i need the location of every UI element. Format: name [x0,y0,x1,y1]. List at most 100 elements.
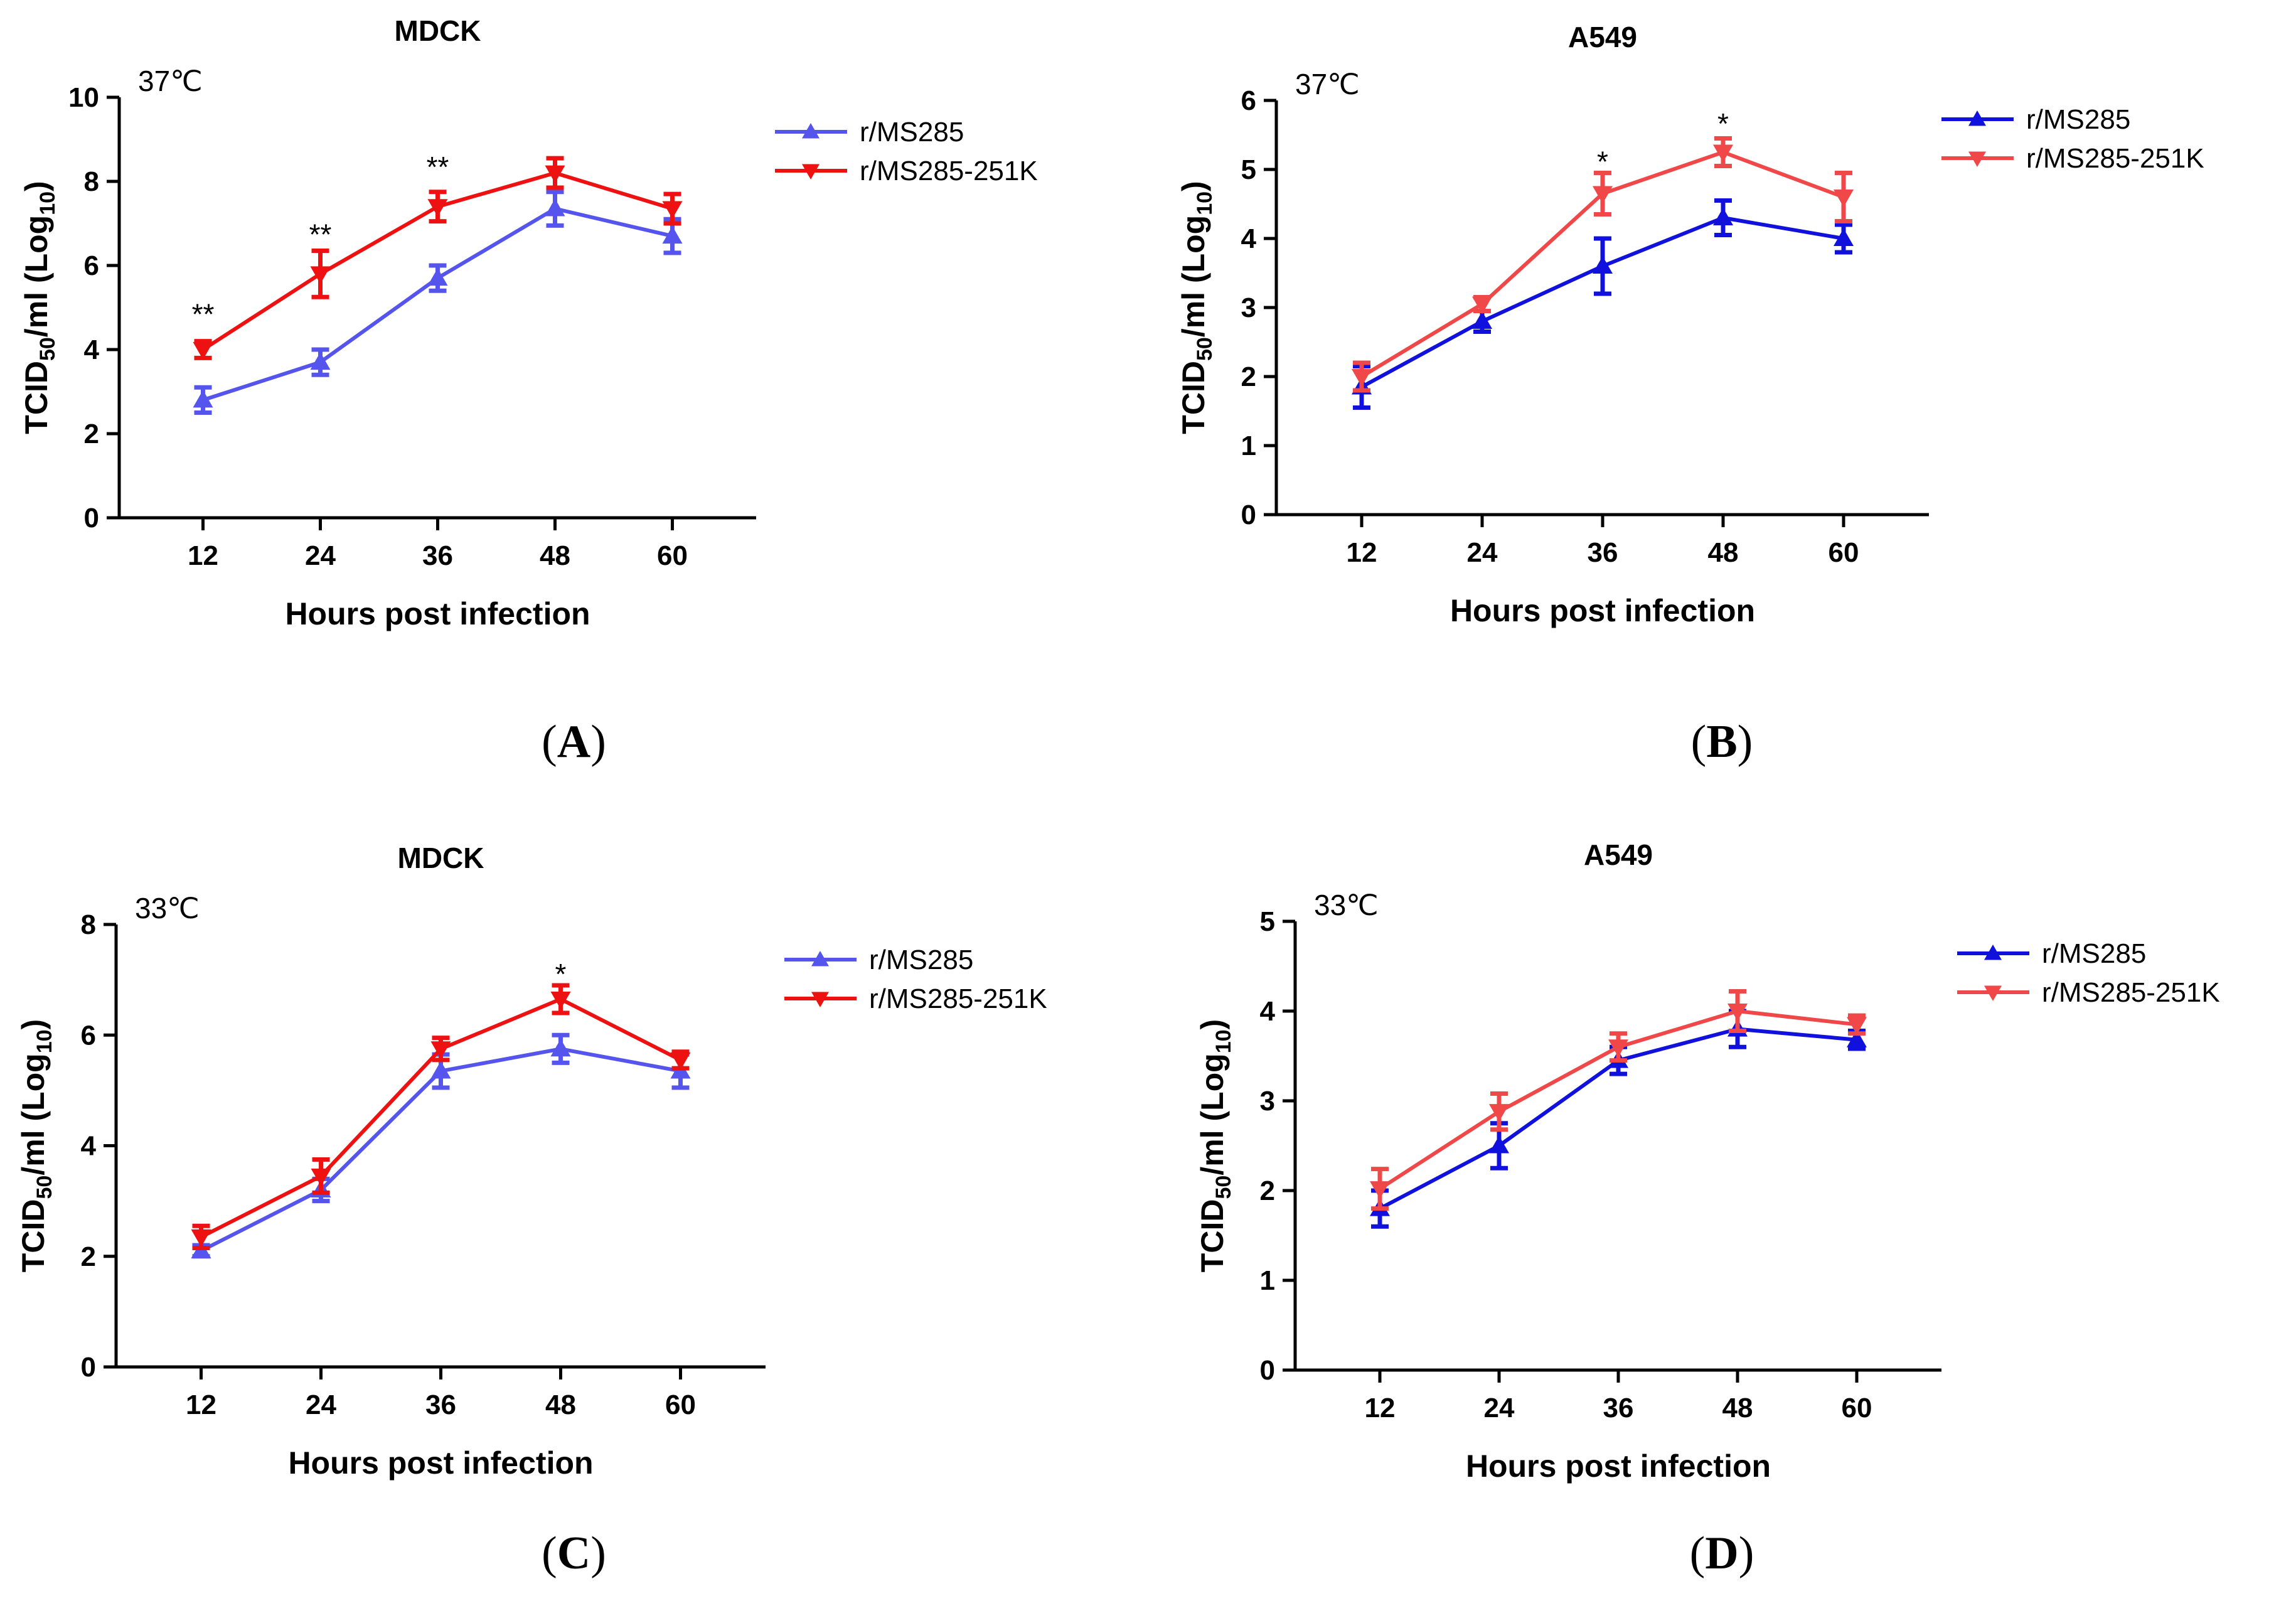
y-axis-label: TCID50/ml (Log10) [16,1019,56,1272]
data-point [193,390,213,408]
legend-marker [1984,985,2002,1001]
data-point [662,201,683,219]
y-axis-label-part: /ml (Log [1176,215,1211,337]
x-tick-label: 60 [665,1390,696,1420]
y-tick-label: 0 [81,1352,96,1383]
y-tick-label: 0 [1260,1355,1275,1386]
y-tick-label: 3 [1241,292,1256,323]
data-point [1834,190,1854,207]
data-point [1593,186,1613,204]
data-point [1593,256,1613,274]
data-point [1727,1004,1748,1021]
data-point [550,991,571,1009]
y-axis-label: TCID50/ml (Log10) [1176,181,1217,434]
y-tick-label: 5 [1260,906,1275,937]
data-point [311,1168,331,1186]
y-tick-label: 2 [1241,362,1256,392]
legend-label: r/MS285 [860,117,964,147]
data-point [430,1061,451,1079]
x-tick-label: 36 [1603,1393,1634,1423]
x-axis-label: Hours post infection [1466,1449,1771,1484]
x-tick-label: 48 [545,1390,576,1420]
y-tick-label: 6 [81,1020,96,1051]
data-point [193,342,213,360]
significance-marker: * [555,958,567,990]
data-point [545,165,565,183]
y-axis-label-part: /ml (Log [16,1053,51,1175]
y-axis-label-part: TCID [1195,1199,1230,1273]
data-point [427,199,448,217]
y-axis-label-part: TCID [16,1199,51,1273]
y-axis-label: TCID50/ml (Log10) [19,181,60,434]
data-point [427,268,448,286]
x-tick-label: 48 [1708,537,1739,568]
x-axis-label: Hours post infection [1450,593,1755,628]
x-tick-label: 36 [1588,537,1618,568]
data-point [1489,1135,1509,1154]
chart-title: A549 [1584,838,1653,871]
legend-marker [1968,110,1986,126]
data-point [1352,369,1372,387]
x-tick-label: 12 [1365,1393,1396,1423]
x-tick-label: 60 [657,540,688,571]
legend-label: r/MS285-251K [2026,143,2204,174]
chart-title: MDCK [395,14,481,47]
significance-marker: ** [192,298,215,331]
legend-marker [811,951,829,967]
y-tick-label: 10 [68,82,99,113]
x-tick-label: 24 [1467,537,1498,568]
data-point [1847,1017,1867,1035]
y-axis-label-subscript: 10 [1212,1029,1236,1053]
x-tick-label: 24 [1484,1393,1515,1423]
y-axis-label-part: ) [1176,181,1211,191]
legend-label: r/MS285 [2042,938,2146,969]
y-tick-label: 8 [84,166,99,197]
legend-label: r/MS285-251K [860,156,1038,186]
y-axis-label-part: ) [16,1019,51,1030]
legend-marker [802,164,820,179]
legend-label: r/MS285 [2026,104,2130,135]
chart-title: MDCK [398,842,484,874]
y-axis-label-part: /ml (Log [19,215,54,337]
x-tick-label: 60 [1829,537,1859,568]
y-axis-label: TCID50/ml (Log10) [1195,1019,1236,1272]
legend-marker [811,992,829,1007]
y-axis-label-subscript: 10 [36,191,60,215]
x-tick-label: 12 [1347,537,1377,568]
data-point [550,1039,571,1057]
y-tick-label: 2 [1260,1176,1275,1206]
x-tick-label: 60 [1842,1393,1872,1423]
x-axis-label: Hours post infection [285,596,590,631]
legend-label: r/MS285-251K [869,983,1047,1014]
y-axis-label-part: ) [19,181,54,191]
x-tick-label: 24 [306,1390,336,1420]
y-axis-label-subscript: 50 [1193,337,1217,361]
data-point [1489,1104,1509,1122]
x-tick-label: 12 [186,1390,216,1420]
data-point [310,352,331,370]
data-point [1472,296,1492,314]
legend-label: r/MS285 [869,945,973,975]
significance-marker: * [1597,146,1608,178]
y-tick-label: 6 [84,250,99,281]
chart-panel-d: A549 33℃ 0 1 2 3 4 5 12 24 36 48 60 Hours post infect… [1148,812,2296,1623]
data-point [1472,311,1492,329]
x-tick-label: 36 [422,540,453,571]
y-tick-label: 1 [1241,431,1256,461]
panel-label-d: (D) [1689,1528,1754,1579]
y-tick-label: 0 [1241,500,1256,530]
x-tick-label: 48 [1722,1393,1753,1423]
data-point [430,1041,451,1059]
data-point [1713,208,1733,225]
data-point [670,1052,691,1070]
x-tick-label: 24 [305,540,336,571]
legend-label: r/MS285-251K [2042,977,2220,1008]
temperature-label: 33℃ [1314,889,1379,921]
chart-panel-c: MDCK 33℃ 0 2 4 6 8 12 24 36 48 60 Hours post infecti… [0,812,1148,1623]
y-axis-label-subscript: 50 [33,1176,56,1199]
y-axis-label-part: /ml (Log [1195,1053,1230,1175]
data-point [191,1229,211,1247]
significance-marker: * [1717,107,1729,140]
temperature-label: 33℃ [135,892,200,924]
